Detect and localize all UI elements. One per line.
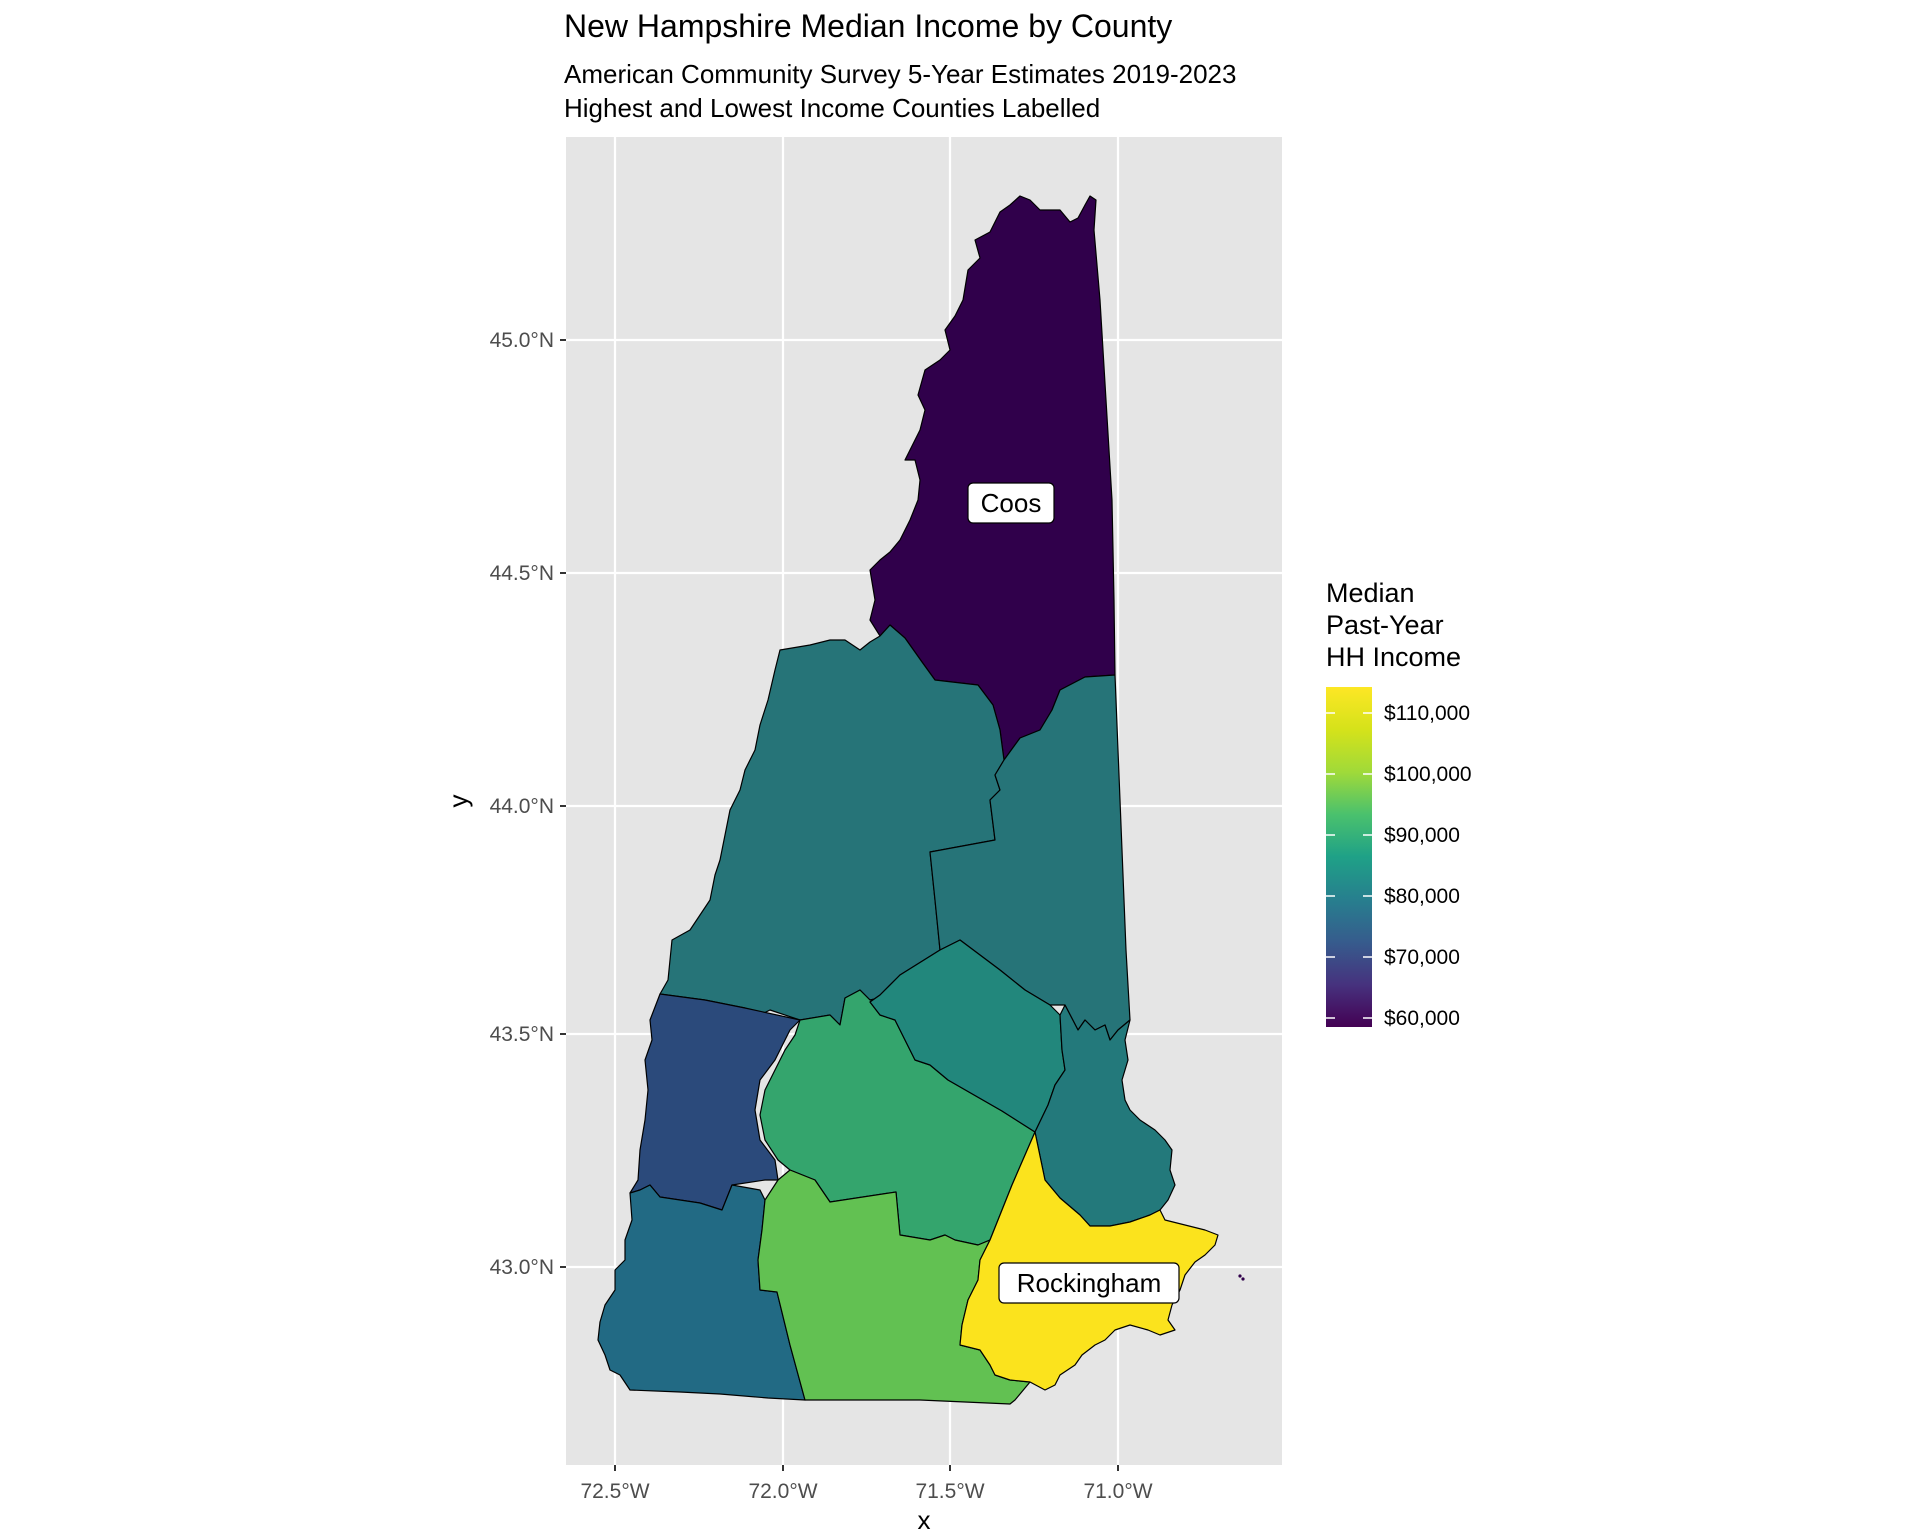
label-coos-text: Coos: [981, 488, 1042, 518]
legend: Median Past-Year HH Income $110,000 $100…: [1326, 578, 1472, 1030]
legend-title-line: HH Income: [1326, 642, 1461, 672]
legend-ticks: [1326, 712, 1372, 1019]
y-tick-label: 43.0°N: [490, 1256, 554, 1279]
legend-label: $60,000: [1384, 1007, 1460, 1030]
y-tick-label: 43.5°N: [490, 1023, 554, 1046]
label-coos-box: [967, 482, 1055, 524]
chart-subtitle-line1: American Community Survey 5-Year Estimat…: [564, 59, 1237, 89]
legend-label: $80,000: [1384, 885, 1460, 908]
isle-dot: [1241, 1277, 1245, 1281]
legend-label: $100,000: [1384, 763, 1472, 786]
x-tick-label: 72.5°W: [580, 1480, 649, 1503]
isles-of-shoals: [1238, 1274, 1245, 1281]
legend-label: $70,000: [1384, 946, 1460, 969]
legend-colorbar: [1326, 687, 1372, 1027]
axis-ticks: [560, 339, 1119, 1471]
county-strafford: [1034, 1004, 1176, 1227]
legend-title-line: Median: [1326, 578, 1415, 608]
y-axis-title: y: [443, 795, 473, 808]
chart-title: New Hampshire Median Income by County: [564, 8, 1173, 44]
legend-label: $110,000: [1384, 702, 1470, 725]
x-tick-label: 72.0°W: [748, 1480, 817, 1503]
y-tick-label: 44.5°N: [490, 562, 554, 585]
chart-subtitle-line2: Highest and Lowest Income Counties Label…: [564, 93, 1101, 123]
county-cheshire: [597, 1184, 806, 1401]
legend-label: $90,000: [1384, 824, 1460, 847]
isle-dot: [1238, 1274, 1242, 1278]
x-axis-title: x: [918, 1505, 931, 1535]
label-coos: Coos: [967, 482, 1055, 524]
county-rockingham: [959, 1131, 1219, 1391]
label-rockingham: Rockingham: [998, 1262, 1180, 1304]
x-tick-label: 71.0°W: [1083, 1480, 1152, 1503]
label-rockingham-text: Rockingham: [1017, 1268, 1162, 1298]
y-tick-label: 44.0°N: [490, 795, 554, 818]
county-layer: [597, 195, 1245, 1405]
y-tick-label: 45.0°N: [490, 329, 554, 352]
legend-title-line: Past-Year: [1326, 610, 1444, 640]
label-rockingham-box: [998, 1262, 1180, 1304]
x-tick-label: 71.5°W: [915, 1480, 984, 1503]
